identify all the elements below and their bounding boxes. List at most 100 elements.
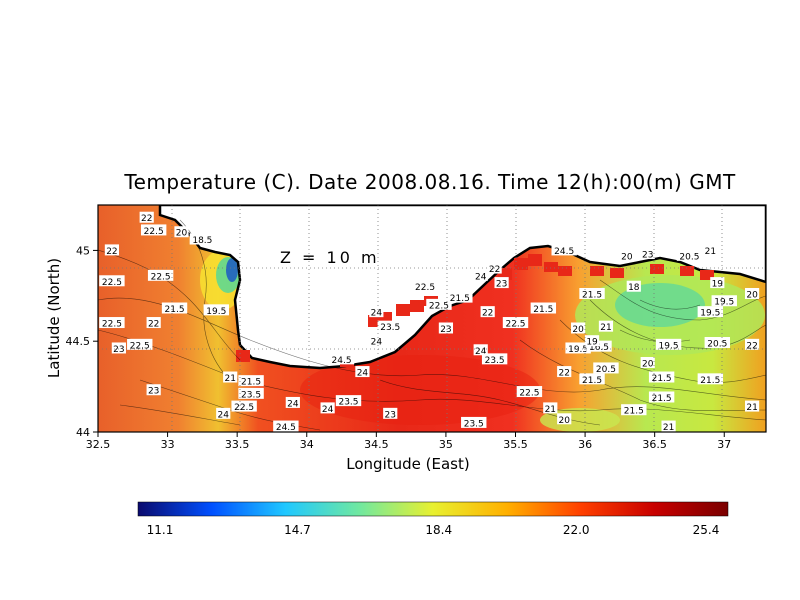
contour-label: 21.5 — [648, 371, 675, 384]
contour-label-text: 24.5 — [276, 423, 296, 433]
contour-label-text: 21.5 — [241, 378, 261, 388]
x-tick-label: 34 — [300, 438, 314, 451]
contour-label: 21.5 — [579, 373, 605, 386]
contour-label-text: 23 — [148, 387, 159, 397]
colorbar — [137, 501, 729, 517]
contour-label: 22 — [146, 317, 161, 330]
contour-label-text: 19 — [586, 338, 598, 348]
contour-label: 22 — [744, 338, 760, 351]
map-title: Temperature (C). Date 2008.08.16. Time 1… — [124, 170, 736, 194]
contour-label-text: 21.5 — [450, 294, 470, 304]
contour-label: 22 — [480, 306, 495, 319]
contour-label: 23.5 — [461, 416, 487, 429]
colorbar-tick-label: 22.0 — [563, 523, 590, 537]
contour-label: 23.5 — [377, 320, 403, 333]
contour-label-text: 20.5 — [596, 365, 616, 375]
contour-label: 19.5 — [203, 304, 229, 317]
contour-label-text: 21.5 — [165, 305, 185, 315]
colorbar-tick-label: 25.4 — [693, 523, 720, 537]
contour-label-text: 19.5 — [700, 309, 720, 319]
contour-label: 20.5 — [704, 337, 730, 350]
y-tick-label: 44.5 — [66, 335, 91, 348]
x-tick-label: 33.5 — [225, 438, 250, 451]
contour-label: 24 — [369, 306, 384, 319]
contour-label-text: 23 — [113, 345, 124, 355]
contour-label: 23.5 — [238, 387, 264, 400]
contour-label: 22 — [104, 244, 120, 257]
contour-label-text: 23.5 — [380, 323, 400, 333]
contour-label-text: 19.5 — [714, 298, 734, 308]
contour-label: 20 — [174, 226, 189, 239]
contour-label-text: 22 — [141, 214, 152, 224]
contour-label-text: 22.5 — [415, 283, 435, 293]
contour-label: 22.5 — [516, 386, 543, 399]
axis-ticks: 32.5 33 33.5 34 34.5 35 35.5 36 36.5 37 45 44.5 44 — [66, 244, 732, 451]
contour-label-text: 22 — [148, 320, 159, 330]
contour-label: 20 — [640, 356, 655, 369]
contour-label-text: 24 — [287, 399, 299, 409]
x-tick-label: 35 — [439, 438, 453, 451]
contour-label-text: 24 — [371, 309, 383, 319]
contour-label: 24.5 — [273, 420, 299, 433]
contour-label: 19.5 — [565, 342, 591, 355]
contour-label: 20.5 — [593, 362, 619, 375]
contour-label: 24 — [285, 396, 300, 409]
contour-label: 23 — [640, 248, 655, 261]
contour-label: 21.5 — [579, 287, 605, 300]
contour-label: 20 — [744, 287, 760, 300]
colorbar-tick-label: 18.4 — [425, 523, 452, 537]
contour-label-text: 21.5 — [624, 407, 644, 417]
contour-label-text: 16.5 — [589, 343, 609, 353]
contour-label: 21.5 — [161, 302, 188, 315]
contour-label: 23 — [383, 407, 398, 420]
contour-label: 21 — [661, 420, 676, 432]
contour-label-text: 23 — [496, 280, 507, 290]
contour-label-text: 22 — [558, 369, 569, 379]
contour-label-text: 24 — [371, 338, 383, 348]
contour-label-text: 20 — [572, 325, 584, 335]
contour-label-text: 18 — [628, 283, 640, 293]
contour-label-text: 22.5 — [519, 389, 539, 399]
contour-label: 23.5 — [335, 395, 362, 408]
contour-label: 19.5 — [655, 338, 682, 351]
contour-label-text: 23.5 — [464, 419, 484, 429]
contour-label-text: 20.5 — [679, 252, 699, 262]
contour-label-text: 24 — [475, 347, 487, 357]
contour-label: 21 — [744, 400, 760, 413]
contour-label-text: 24.5 — [332, 356, 352, 366]
contour-label: 22.5 — [412, 280, 438, 293]
contour-label-text: 21.5 — [652, 374, 672, 384]
contour-label-text: 20 — [746, 290, 758, 300]
contour-label-text: 19 — [712, 280, 724, 290]
contour-label: 23.5 — [481, 353, 508, 366]
contour-label-text: 21 — [600, 323, 611, 333]
contour-label-text: 22.5 — [151, 272, 171, 282]
contour-label-text: 24 — [357, 369, 369, 379]
contour-label-text: 19.5 — [659, 341, 679, 351]
y-tick-label: 44 — [76, 426, 90, 439]
contour-label: 23 — [146, 384, 161, 397]
contour-label: 22 — [139, 211, 154, 224]
contour-label: 24 — [369, 335, 384, 348]
contour-label: 22.5 — [426, 298, 452, 311]
contour-label-text: 24.5 — [554, 247, 574, 257]
x-tick-label: 35.5 — [503, 438, 528, 451]
contour-label-text: 18.5 — [192, 236, 212, 246]
contour-label-text: 19.5 — [568, 345, 588, 355]
y-axis-title: Latitude (North) — [45, 258, 63, 378]
cold-patch-west-deep — [226, 258, 238, 282]
contour-label: 22 — [557, 366, 572, 379]
contour-label: 22.5 — [502, 317, 529, 330]
land-crimea — [158, 205, 766, 370]
contour-label-text: 22 — [489, 265, 500, 275]
y-tick-label: 45 — [76, 244, 90, 257]
contour-label: 22.5 — [99, 275, 125, 288]
cold-patch-east-core — [615, 283, 705, 327]
contour-label: 24 — [355, 366, 370, 379]
contour-label-text: 22 — [746, 341, 757, 351]
x-tick-label: 34.5 — [364, 438, 389, 451]
contour-label: 22.5 — [99, 317, 125, 330]
